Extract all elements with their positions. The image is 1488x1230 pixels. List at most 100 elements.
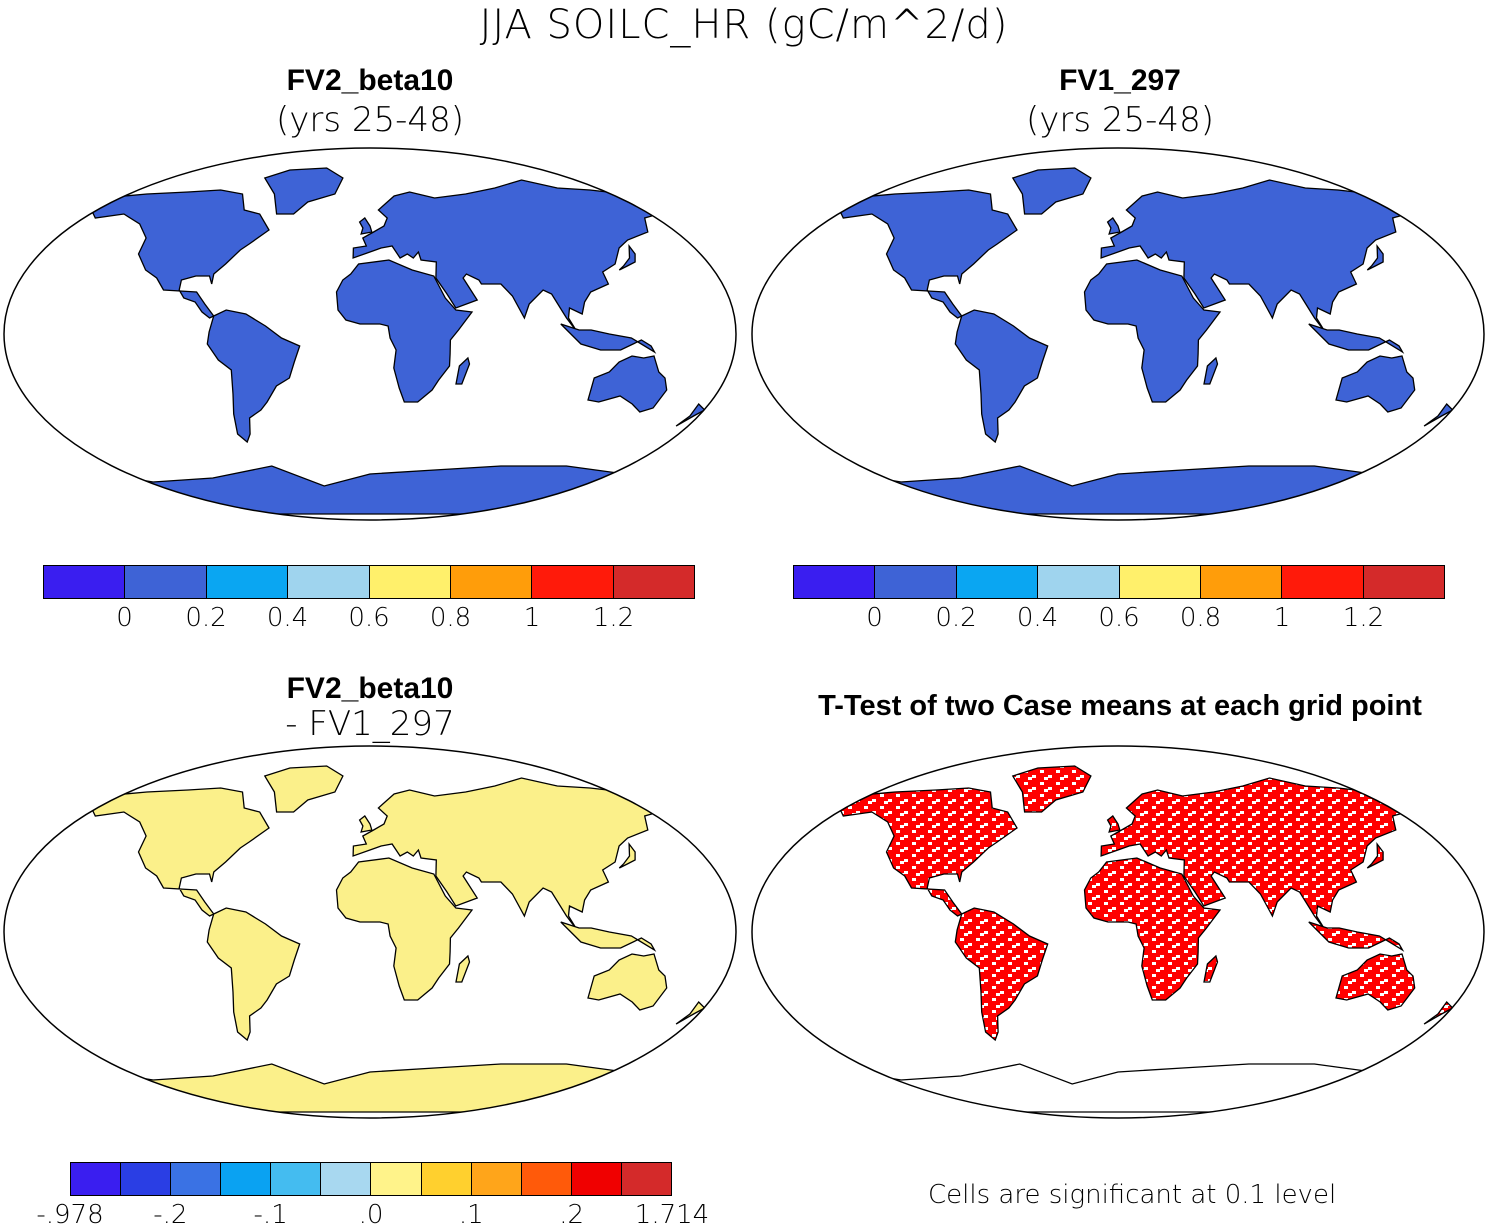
panel2-land-southAmerica [954, 309, 1049, 444]
panel3-land-japan [618, 841, 636, 869]
colorbar-panel2-tick-label: 1 [1273, 603, 1291, 633]
panel3-land-northAmerica [90, 787, 270, 917]
colorbar-panel2 [793, 565, 1445, 599]
panel3-land-southAmerica [206, 907, 301, 1042]
panel3-subtitle: - FV1_297 [285, 704, 455, 744]
panel3-land-madagascar [455, 954, 471, 983]
colorbar-panel2-swatch-7 [1363, 566, 1444, 598]
panel4-land-greenland [1011, 765, 1092, 813]
colorbar-panel3-tick-label: -.978 [36, 1200, 104, 1230]
panel3-map [3, 745, 737, 1119]
colorbar-panel1-swatch-2 [206, 566, 289, 598]
colorbar-panel1-swatch-6 [532, 566, 614, 598]
panel3-land-africa [335, 857, 474, 1001]
colorbar-panel3-swatch-6 [371, 1163, 422, 1195]
panel4-land-japan [1366, 841, 1384, 869]
panel1-land-northAmerica [90, 189, 270, 319]
significance-note: Cells are significant at 0.1 level [928, 1180, 1337, 1210]
colorbar-panel2-swatch-1 [875, 566, 957, 598]
colorbar-panel1-swatch-7 [613, 566, 694, 598]
colorbar-panel2-swatch-5 [1200, 566, 1283, 598]
panel4-land-northAmerica [838, 787, 1018, 917]
colorbar-panel3 [70, 1162, 672, 1196]
colorbar-panel1-tick-label: 0.2 [185, 603, 227, 633]
panel3-land-australia [587, 953, 668, 1011]
colorbar-panel3-swatch-9 [521, 1163, 572, 1195]
panel2-land-greenland [1011, 167, 1092, 215]
panel3-land-indonesia [560, 921, 657, 952]
colorbar-panel3-tick-label: .0 [358, 1200, 384, 1230]
colorbar-panel3-swatch-8 [471, 1163, 522, 1195]
colorbar-panel3-swatch-4 [271, 1163, 322, 1195]
panel4-land-antarctica [825, 1063, 1411, 1113]
colorbar-panel1-tick-label: 0 [116, 603, 133, 633]
panel3-land-greenland [263, 765, 344, 813]
panel4-land-eurasia [1100, 777, 1411, 931]
panel2-map [751, 147, 1485, 521]
panel1-land-japan [618, 243, 636, 271]
colorbar-panel1-tick-label: 0.8 [429, 603, 472, 633]
colorbar-panel1 [43, 565, 695, 599]
colorbar-panel1-swatch-3 [288, 566, 370, 598]
panel2-land-northAmerica [838, 189, 1018, 319]
panel4-land-southAmerica [954, 907, 1049, 1042]
panel2-land-uk [1106, 217, 1121, 235]
panel2-land-nz [1423, 403, 1454, 427]
panel4-title: T-Test of two Case means at each grid po… [818, 690, 1422, 722]
panel3-land-eurasia [352, 777, 663, 931]
colorbar-panel2-tick-label: 0.6 [1098, 603, 1140, 633]
panel4-map-outline [751, 745, 1485, 1119]
colorbar-panel3-tick-label: -.2 [153, 1200, 188, 1230]
colorbar-panel1-tick-label: 0.6 [348, 603, 390, 633]
panel1-map-outline [3, 147, 737, 521]
panel2-land-australia [1335, 355, 1416, 413]
panel2-map-outline [751, 147, 1485, 521]
colorbar-panel2-tick-label: 1.2 [1342, 603, 1385, 633]
colorbar-panel2-tick-label: 0 [866, 603, 883, 633]
colorbar-panel2-swatch-2 [956, 566, 1039, 598]
panel2-land-eurasia [1100, 179, 1411, 333]
panel1-land-eurasia [352, 179, 663, 333]
colorbar-panel3-swatch-2 [171, 1163, 222, 1195]
colorbar-panel2-swatch-0 [794, 566, 876, 598]
panel1-land-africa [335, 259, 474, 403]
colorbar-panel3-swatch-1 [121, 1163, 172, 1195]
panel1-subtitle: (yrs 25-48) [276, 100, 464, 140]
panel1-land-madagascar [455, 356, 471, 385]
colorbar-panel3-swatch-7 [421, 1163, 472, 1195]
panel2-subtitle: (yrs 25-48) [1026, 100, 1214, 140]
colorbar-panel3-swatch-11 [621, 1163, 671, 1195]
panel4-land-australia [1335, 953, 1416, 1011]
panel4-land-madagascar [1203, 954, 1219, 983]
panel1-map [3, 147, 737, 521]
colorbar-panel2-tick-label: 0.8 [1179, 603, 1222, 633]
panel2-land-africa [1083, 259, 1222, 403]
panel2-land-madagascar [1203, 356, 1219, 385]
panel1-land-australia [587, 355, 668, 413]
colorbar-panel1-tick-label: 1 [523, 603, 541, 633]
colorbar-panel1-swatch-5 [450, 566, 533, 598]
colorbar-panel3-swatch-5 [321, 1163, 372, 1195]
panel3-title: FV2_beta10 [286, 672, 454, 705]
colorbar-panel2-swatch-6 [1282, 566, 1364, 598]
panel1-title: FV2_beta10 [286, 64, 454, 97]
colorbar-panel3-swatch-3 [221, 1163, 272, 1195]
colorbar-panel2-swatch-4 [1119, 566, 1201, 598]
panel4-land-indonesia [1308, 921, 1405, 952]
panel4-land-africa [1083, 857, 1222, 1001]
panel1-land-antarctica [77, 465, 663, 515]
colorbar-panel2-swatch-3 [1038, 566, 1120, 598]
panel3-land-nz [675, 1001, 706, 1025]
figure-title: JJA SOILC_HR (gC/m^2/d) [479, 2, 1009, 48]
panel2-title: FV1_297 [1059, 64, 1181, 97]
colorbar-panel1-swatch-0 [44, 566, 126, 598]
colorbar-panel1-tick-label: 0.4 [266, 603, 309, 633]
colorbar-panel3-tick-label: 1.714 [634, 1200, 710, 1230]
panel1-land-southAmerica [206, 309, 301, 444]
colorbar-panel1-swatch-1 [125, 566, 207, 598]
colorbar-panel3-tick-label: .2 [559, 1200, 585, 1230]
colorbar-panel3-swatch-0 [71, 1163, 122, 1195]
panel3-land-uk [358, 815, 373, 833]
colorbar-panel3-tick-label: -.1 [253, 1200, 288, 1230]
colorbar-panel2-tick-label: 0.2 [935, 603, 977, 633]
